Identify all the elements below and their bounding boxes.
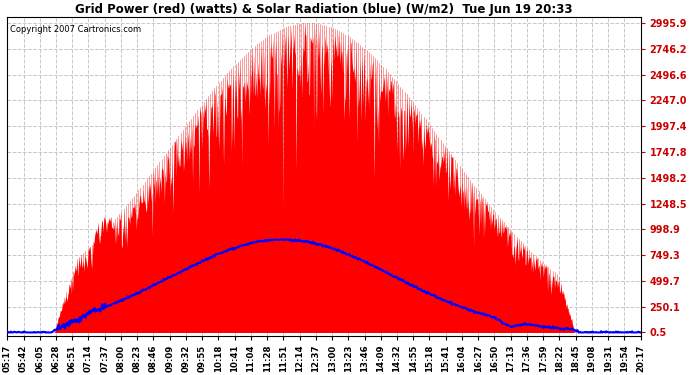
Title: Grid Power (red) (watts) & Solar Radiation (blue) (W/m2)  Tue Jun 19 20:33: Grid Power (red) (watts) & Solar Radiati…: [75, 3, 573, 16]
Text: Copyright 2007 Cartronics.com: Copyright 2007 Cartronics.com: [10, 25, 141, 34]
